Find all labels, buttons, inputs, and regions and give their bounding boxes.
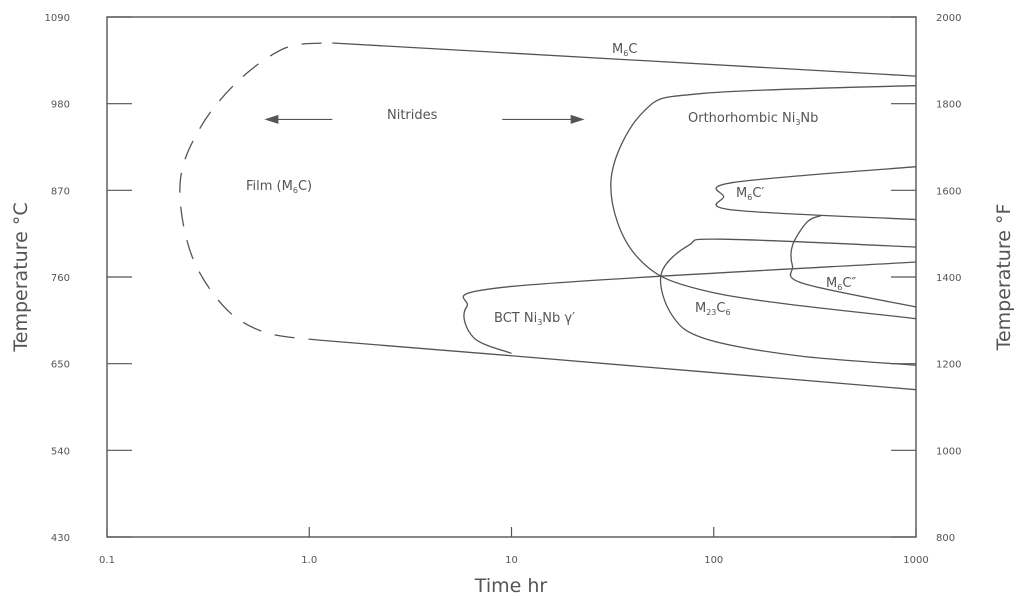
nitrides-arrow-left-head	[264, 114, 279, 124]
curve-film-boundary	[179, 42, 322, 341]
y-tick-label-left: 760	[51, 273, 70, 284]
label-m6c-prime: M6C′	[736, 186, 764, 202]
y-tick-label-right: 800	[936, 533, 955, 544]
curve-m23c6	[659, 238, 917, 366]
y-tick-label-left: 1090	[45, 13, 70, 24]
y-axis-title-right: Temperature °F	[993, 204, 1015, 352]
label-bct: BCT Ni3Nb γ′	[494, 311, 575, 327]
curve-film-lower	[317, 339, 917, 391]
curve-m6c-dprime	[789, 214, 917, 308]
y-tick-label-right: 1000	[936, 446, 961, 457]
y-tick-label-right: 2000	[936, 13, 961, 24]
nitrides-arrow-right	[502, 114, 585, 124]
label-film: Film (M6C)	[246, 179, 312, 195]
y-tick-label-right: 1400	[936, 273, 961, 284]
label-nitrides: Nitrides	[387, 108, 438, 123]
plot-frame	[106, 16, 917, 538]
nitrides-arrow-right-head	[570, 114, 585, 124]
x-tick-label: 1000	[903, 555, 928, 566]
curve-film-upper	[332, 42, 917, 77]
curve-m6c-prime	[715, 166, 917, 221]
y-axis-title-left: Temperature °C	[10, 202, 32, 352]
x-tick-label: 100	[704, 555, 723, 566]
x-tick-label: 0.1	[99, 555, 115, 566]
label-m6c-double-prime: M6C″	[826, 276, 856, 292]
y-tick-label-left: 540	[51, 446, 70, 457]
y-tick-label-right: 1600	[936, 186, 961, 197]
curve-bct	[462, 261, 917, 355]
y-tick-label-left: 430	[51, 533, 70, 544]
y-tick-label-left: 650	[51, 360, 70, 371]
x-tick-label: 1.0	[301, 555, 317, 566]
y-tick-label-left: 870	[51, 186, 70, 197]
y-tick-label-right: 1200	[936, 360, 961, 371]
x-axis-title: Time hr	[474, 575, 548, 597]
label-orthorhombic: Orthorhombic Ni3Nb	[688, 111, 818, 127]
x-tick-label: 10	[505, 555, 518, 566]
curves	[179, 42, 917, 391]
nitrides-arrows	[264, 114, 585, 124]
y-tick-label-left: 980	[51, 100, 70, 111]
ticks: 0.1 1.0 10 100 1000 430 540 650 760 870 980 1090 800…	[45, 13, 962, 566]
curve-ortho	[610, 84, 917, 320]
label-m23c6: M23C6	[695, 301, 731, 317]
label-m6c: M6C	[612, 42, 637, 58]
nitrides-arrow-left	[264, 114, 333, 124]
y-tick-label-right: 1800	[936, 100, 961, 111]
